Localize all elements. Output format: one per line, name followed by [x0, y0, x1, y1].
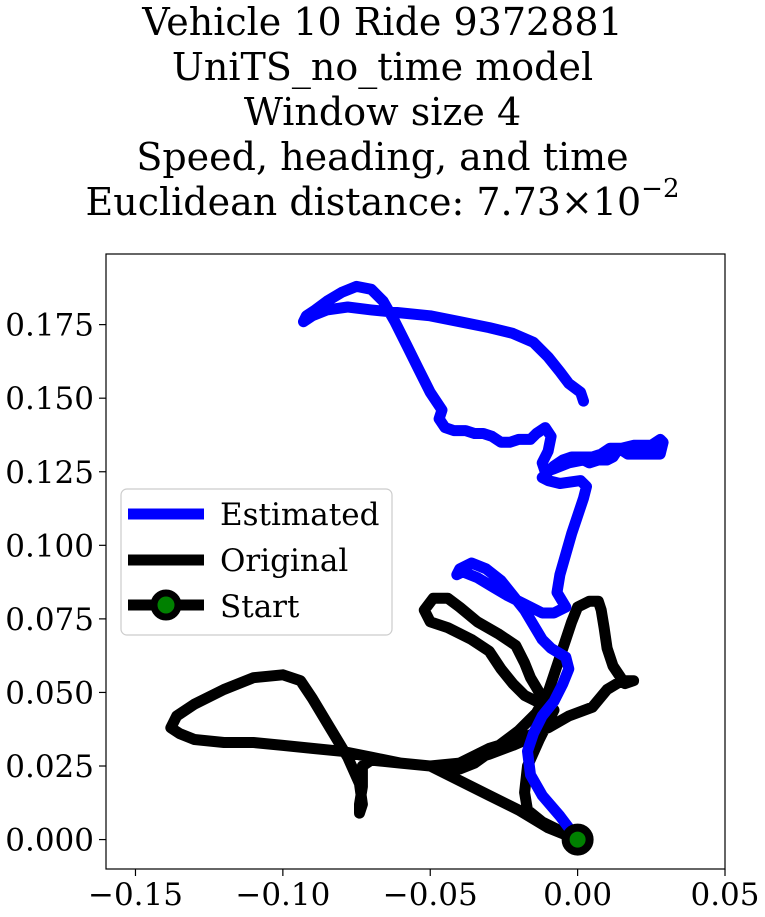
start-marker	[561, 823, 594, 856]
y-tick-label: 0.025	[5, 749, 94, 785]
y-tick-label: 0.125	[5, 455, 94, 491]
legend-label-original: Original	[220, 543, 348, 579]
metric-times: ×10	[560, 180, 642, 224]
chart-title: Vehicle 10 Ride 9372881 UniTS_no_time mo…	[0, 0, 765, 225]
title-line-2: UniTS_no_time model	[171, 45, 594, 89]
x-axis: −0.15 −0.10 −0.05 0.00 0.05	[88, 869, 760, 913]
metric-mantissa: 7.73	[476, 180, 561, 224]
x-tick-label: −0.15	[88, 877, 183, 913]
plot-frame	[105, 253, 726, 870]
legend-swatch-start-marker	[150, 589, 182, 621]
series-line-original	[165, 592, 640, 846]
x-tick-label: 0.05	[690, 877, 759, 913]
x-tick-label: −0.05	[383, 877, 478, 913]
metric-prefix: Euclidean distance:	[85, 180, 477, 224]
title-line-metric: Euclidean distance: 7.73×10−2	[0, 176, 765, 225]
y-tick-label: 0.075	[5, 602, 94, 638]
title-line-4: Speed, heading, and time	[136, 135, 629, 179]
y-tick-label: 0.100	[5, 528, 94, 564]
y-tick-label: 0.000	[5, 823, 94, 859]
metric-exponent: −2	[641, 174, 680, 204]
legend-label-estimated: Estimated	[220, 497, 379, 533]
y-tick-label: 0.175	[5, 308, 94, 344]
x-tick-label: −0.10	[235, 877, 330, 913]
title-line-3: Window size 4	[243, 90, 522, 134]
y-tick-label: 0.050	[5, 675, 94, 711]
series-line-estimated	[298, 280, 669, 846]
y-axis: 0.000 0.025 0.050 0.075 0.100 0.125 0.150 0.175	[5, 308, 106, 859]
series-layer	[165, 280, 669, 856]
legend-label-start: Start	[220, 589, 300, 625]
legend: Estimated Original Start	[120, 488, 393, 636]
x-tick-label: 0.00	[543, 877, 612, 913]
y-tick-label: 0.150	[5, 381, 94, 417]
legend-box	[120, 488, 393, 636]
title-line-1: Vehicle 10 Ride 9372881	[142, 0, 623, 44]
